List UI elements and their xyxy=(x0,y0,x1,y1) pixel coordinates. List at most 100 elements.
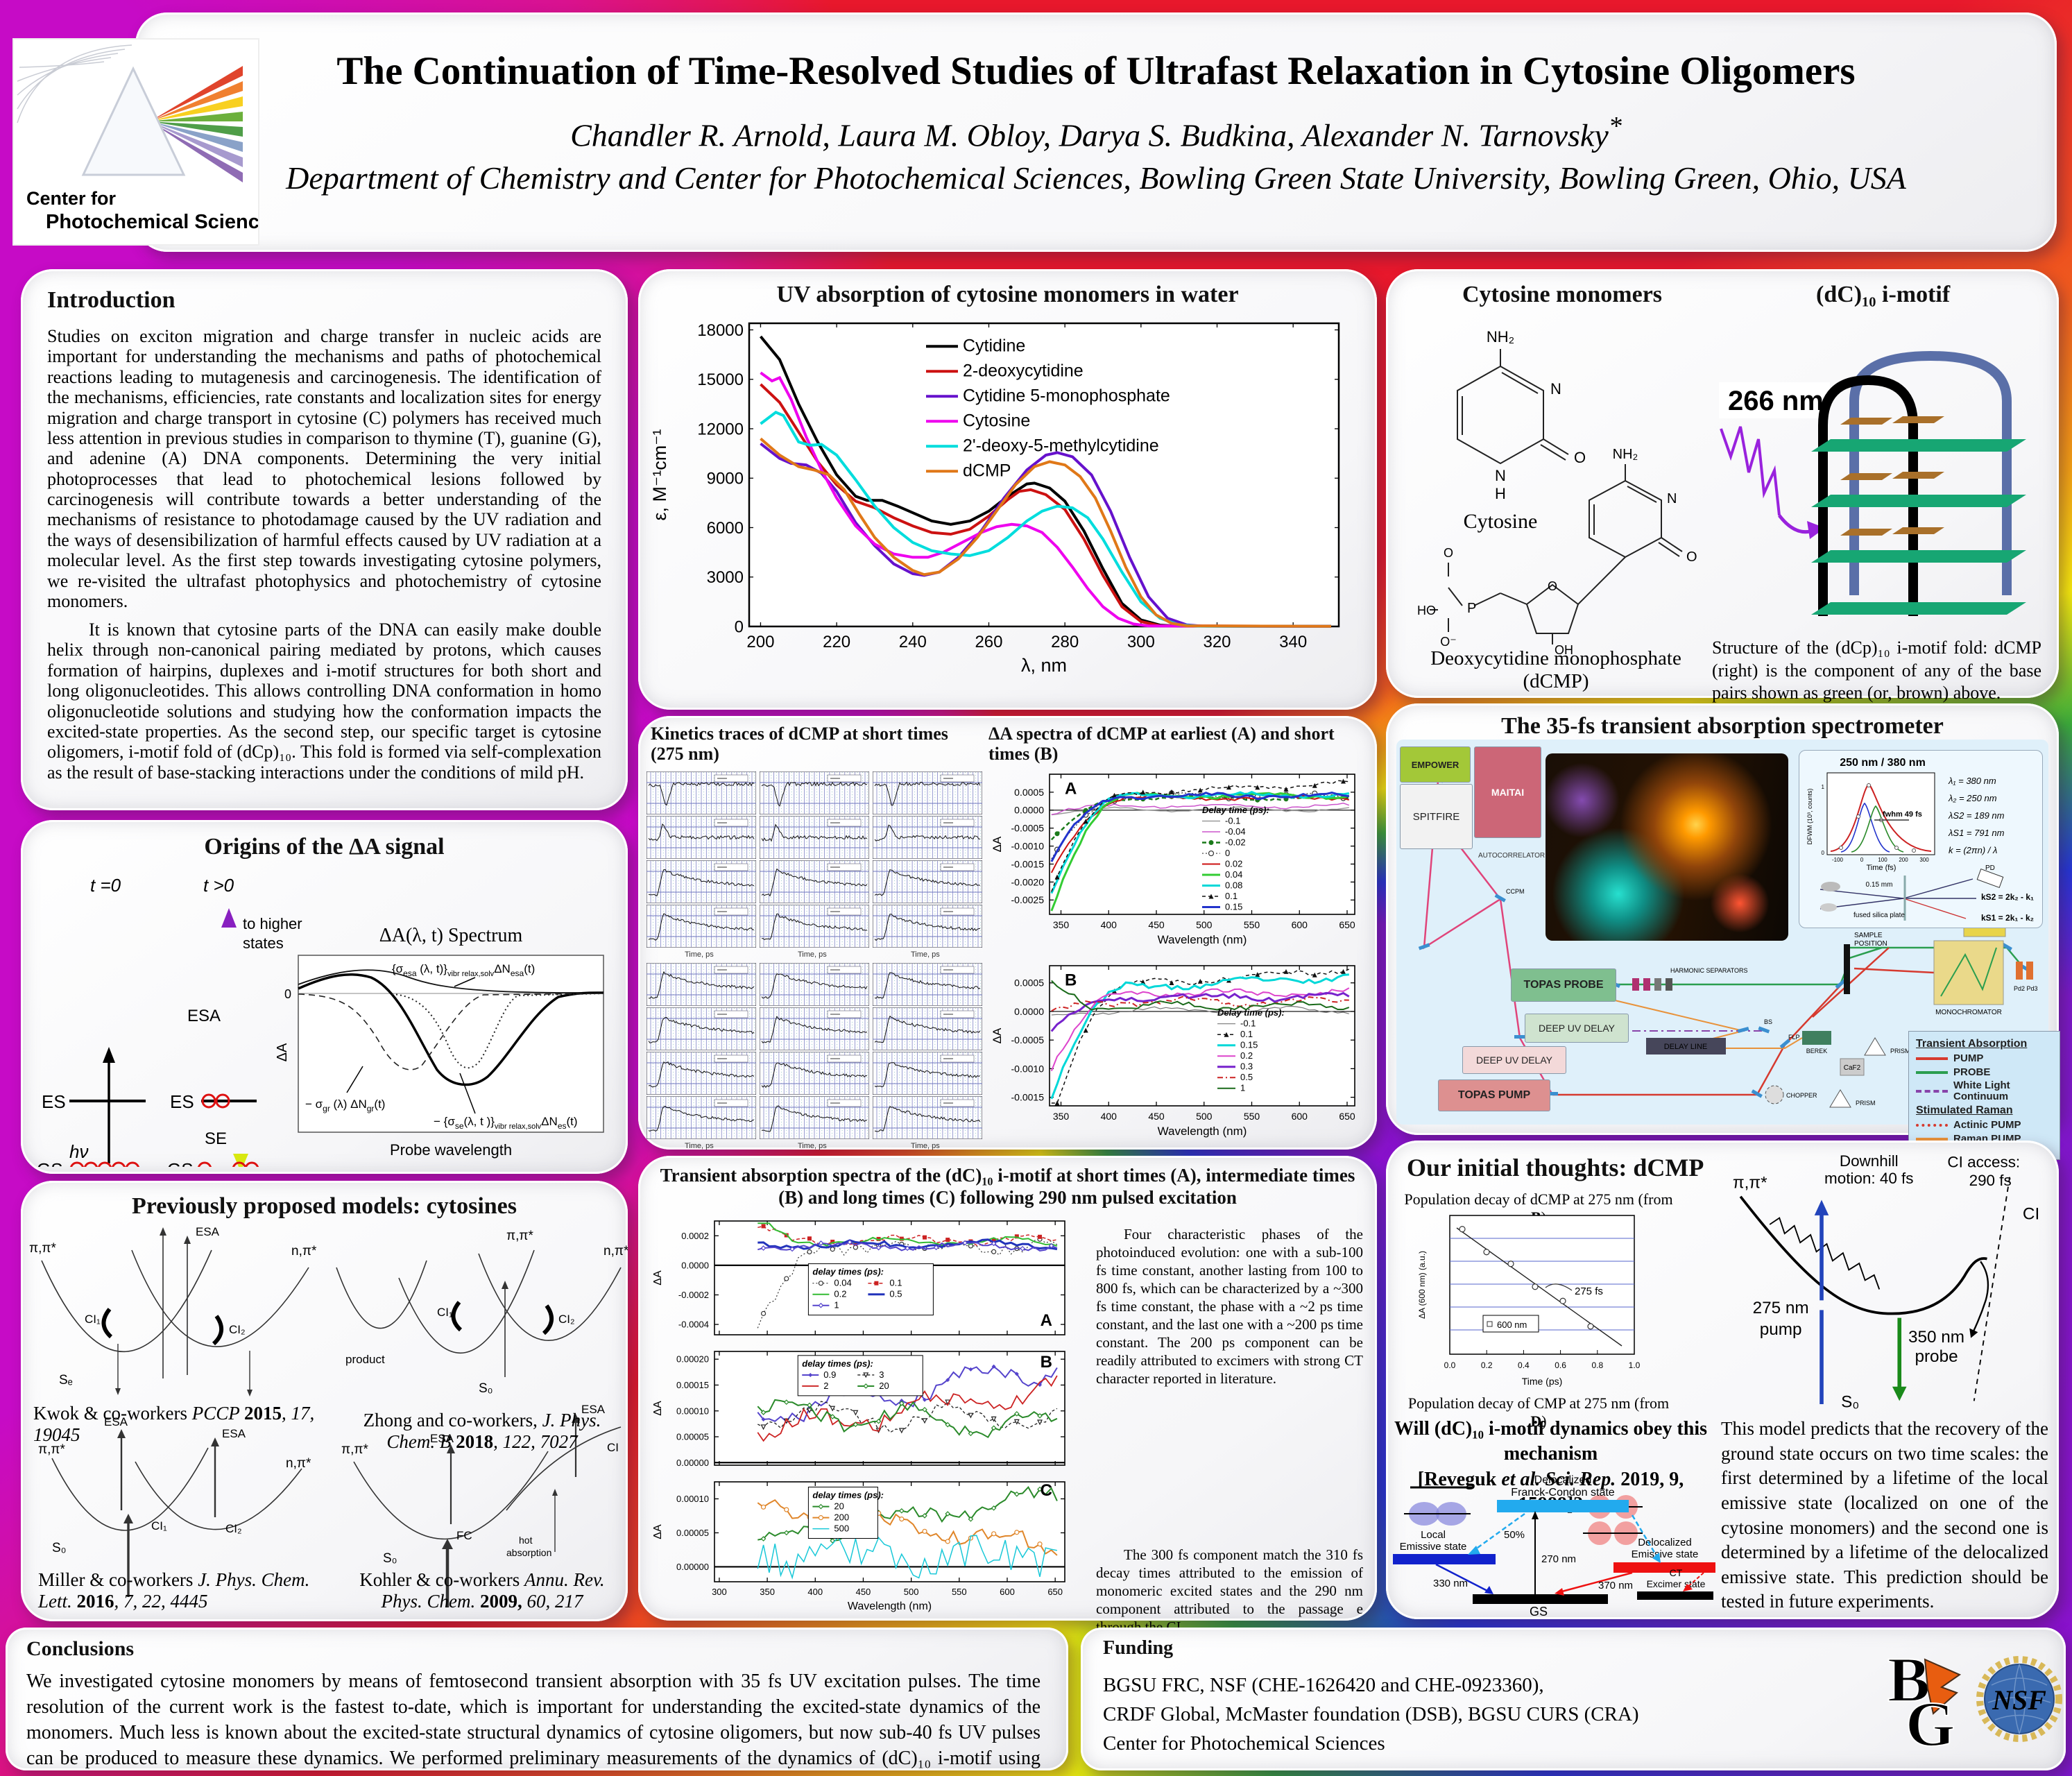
funding-title: Funding xyxy=(1103,1637,1174,1659)
legend-marker xyxy=(1487,1321,1493,1327)
trace xyxy=(648,869,755,896)
svg-text:0.15 mm: 0.15 mm xyxy=(1866,881,1893,889)
series-Cytosine xyxy=(760,371,1332,628)
circle xyxy=(1014,1530,1020,1535)
polygon xyxy=(1014,1372,1019,1376)
polygon xyxy=(991,1505,997,1511)
polygon xyxy=(853,1421,859,1428)
plot-frame xyxy=(1449,1215,1635,1355)
polygon xyxy=(875,1245,882,1251)
thoughts-panel: Our initial thoughts: dCMP Population de… xyxy=(1386,1141,2059,1619)
dcmp-spectra-B: 0.0005 0.0000 -0.0005 -0.0010 -0.0015 350 400 4… xyxy=(991,965,1355,1138)
structures-diagram: NH₂ N O N H Cytosine NH₂ N O O P xyxy=(1417,328,2026,654)
hv-label: hν xyxy=(69,1141,88,1162)
circle xyxy=(1208,850,1215,857)
downhill-label2: motion: 40 fs xyxy=(1824,1170,1913,1187)
polygon xyxy=(968,1412,974,1419)
caf2-label: CaF2 xyxy=(1844,1064,1861,1072)
rect xyxy=(853,1241,858,1246)
affiliation: Department of Chemistry and Center for P… xyxy=(286,160,1906,196)
kinetics-trace xyxy=(760,860,869,903)
electron xyxy=(232,1161,247,1167)
svg-text:0: 0 xyxy=(1822,850,1825,856)
nm330-label: 330 nm xyxy=(1433,1578,1468,1589)
rect xyxy=(899,1236,904,1241)
circle xyxy=(991,1249,997,1254)
introduction-panel: Introduction Studies on exciton migratio… xyxy=(21,269,628,810)
polygon xyxy=(807,1402,812,1408)
trace-legend-chip xyxy=(827,1010,862,1018)
polygon xyxy=(863,1383,869,1389)
x-tick-label: 320 xyxy=(1203,633,1231,651)
x-tick-label: 260 xyxy=(975,633,1002,651)
polygon xyxy=(962,1240,968,1246)
svg-text:BS: BS xyxy=(1764,1018,1772,1025)
polygon xyxy=(1197,787,1203,793)
header-panel: The Continuation of Time-Resolved Studie… xyxy=(135,12,2057,252)
trace-legend-chip xyxy=(827,774,862,783)
svg-text:100: 100 xyxy=(1878,857,1887,863)
series-0.3 xyxy=(1050,991,1350,1032)
svg-text:CI₁: CI₁ xyxy=(85,1313,101,1326)
kinetics-grid: Time, ps Time, ps Time, ps Time, ps Time, ps… xyxy=(647,771,985,1150)
y-tick-label: 0.00020 xyxy=(676,1354,709,1365)
rect xyxy=(1038,1234,1043,1239)
x-tick-label: 0.0 xyxy=(1444,1360,1456,1370)
data-point xyxy=(1507,1261,1514,1267)
polygon xyxy=(783,1530,789,1536)
polygon xyxy=(1255,785,1260,790)
legend-label: dCMP xyxy=(963,461,1011,481)
circle xyxy=(1208,840,1214,846)
legend-label: 20 xyxy=(879,1381,889,1391)
deloc-label1: Delocalized xyxy=(1638,1537,1692,1548)
fc-state-bar xyxy=(1497,1500,1629,1512)
tau-annotation: 275 fs xyxy=(1575,1286,1603,1297)
legend-label: 3 xyxy=(879,1369,884,1380)
legend-frame xyxy=(807,1487,878,1539)
y-tick-label: 0.00005 xyxy=(676,1432,709,1442)
legend-title-raman: Stimulated Raman xyxy=(1916,1104,2013,1116)
legend-label: 0.02 xyxy=(1225,858,1242,869)
decay-caption2: Population decay of CMP at 275 nm (from … xyxy=(1407,1394,1670,1430)
spectrometer-canvas: HARMONIC SEPARATORS CHOPPER SAMPLE POSIT… xyxy=(1396,740,2060,1160)
introduction-p1: Studies on exciton migration and charge … xyxy=(47,326,601,611)
polygon xyxy=(898,1508,905,1514)
trace xyxy=(874,1015,981,1043)
polygon xyxy=(991,1364,996,1369)
ann-arrow xyxy=(1545,1283,1573,1291)
chopper-icon xyxy=(1765,1085,1784,1104)
svg-text:λS1 = 791 nm: λS1 = 791 nm xyxy=(1948,828,2005,838)
svg-text:S₀: S₀ xyxy=(383,1551,397,1566)
models-panel: Previously proposed models: cytosines ES… xyxy=(21,1181,628,1621)
polygon xyxy=(968,1516,974,1522)
trace xyxy=(874,824,981,842)
electron xyxy=(197,1161,212,1167)
kinetics-trace xyxy=(760,905,869,948)
legend-label: 20 xyxy=(834,1501,844,1512)
x-axis-label: Wavelength (nm) xyxy=(848,1600,932,1612)
x-tick-label: 0.8 xyxy=(1591,1360,1603,1370)
x-tick-label: 280 xyxy=(1051,633,1079,651)
delay-line-box xyxy=(1646,1038,1726,1054)
svg-text:product: product xyxy=(345,1353,385,1366)
imotif-ladder xyxy=(1811,350,2026,616)
rect xyxy=(945,1238,950,1243)
t1-label: t >0 xyxy=(203,875,234,896)
authors: Chandler R. Arnold, Laura M. Obloy, Dary… xyxy=(177,111,2015,153)
decay-chart: 275 fs 600 nm ΔA (600 nm) (a.u.) Time (ps) 0… xyxy=(1417,1215,1641,1387)
pump-arrowhead xyxy=(1814,1199,1829,1215)
svg-text:ESA: ESA xyxy=(104,1415,128,1428)
nsf-ring xyxy=(1976,1656,2062,1742)
cytosine-structure xyxy=(1457,349,1569,465)
conclusions-text: We investigated cytosine monomers by mea… xyxy=(26,1671,1041,1776)
conclusions-panel: Conclusions We investigated cytosine mon… xyxy=(6,1628,1068,1776)
x-tick-label: 200 xyxy=(746,633,774,651)
rect xyxy=(874,1281,879,1286)
svg-text:λS2 = 189 nm: λS2 = 189 nm xyxy=(1948,810,2005,821)
x-tick-label: 1.0 xyxy=(1629,1360,1641,1370)
legend-label: 0.04 xyxy=(834,1278,851,1288)
legend-actinic: Actinic PUMP xyxy=(1916,1119,2053,1131)
x-tick-label: 400 xyxy=(1101,1111,1118,1122)
nsf-logo: NSF xyxy=(1976,1656,2062,1742)
